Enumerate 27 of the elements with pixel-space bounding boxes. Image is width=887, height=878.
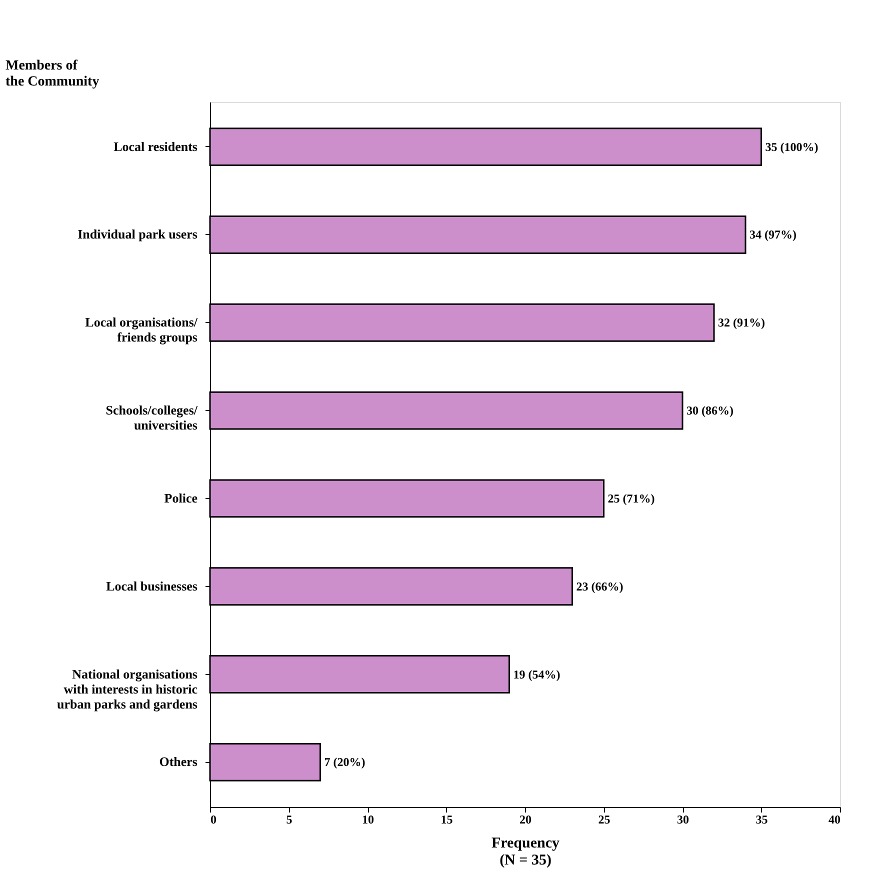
y-tick-label: Others xyxy=(159,754,198,770)
data-label: 7 (20%) xyxy=(324,755,366,770)
x-tick-label: 35 xyxy=(756,812,768,826)
data-label: 35 (100%) xyxy=(765,140,818,154)
x-axis-title: Frequency (N = 35) xyxy=(491,836,560,868)
y-axis-title: Members of the Community xyxy=(6,58,100,90)
x-tick-label: 30 xyxy=(677,812,689,826)
x-tick-label: 5 xyxy=(286,812,292,826)
x-tick-label: 40 xyxy=(828,812,840,826)
y-tick-label: Schools/colleges/ universities xyxy=(106,402,198,433)
data-label: 19 (54%) xyxy=(513,667,560,682)
data-label: 32 (91%) xyxy=(718,316,765,330)
x-tick-label: 0 xyxy=(210,812,216,826)
y-tick-label: Local organisations/ friends groups xyxy=(85,314,198,345)
data-label: 23 (66%) xyxy=(576,579,624,594)
x-tick-label: 25 xyxy=(598,812,610,826)
data-label: 25 (71%) xyxy=(608,491,655,506)
x-tick-label: 10 xyxy=(362,812,374,826)
y-tick-label: National organisations with interests in historic urban parks and gardens xyxy=(56,666,198,712)
x-tick-label: 15 xyxy=(440,812,453,826)
y-tick-label: Police xyxy=(164,490,198,506)
x-tick-label: 20 xyxy=(520,812,532,826)
data-label: 34 (97%) xyxy=(750,228,796,242)
y-tick-label: Individual park users xyxy=(78,226,198,242)
y-tick-label: Local residents xyxy=(114,138,198,154)
y-tick-label: Local businesses xyxy=(106,578,198,594)
data-label: 30 (86%) xyxy=(686,404,734,418)
